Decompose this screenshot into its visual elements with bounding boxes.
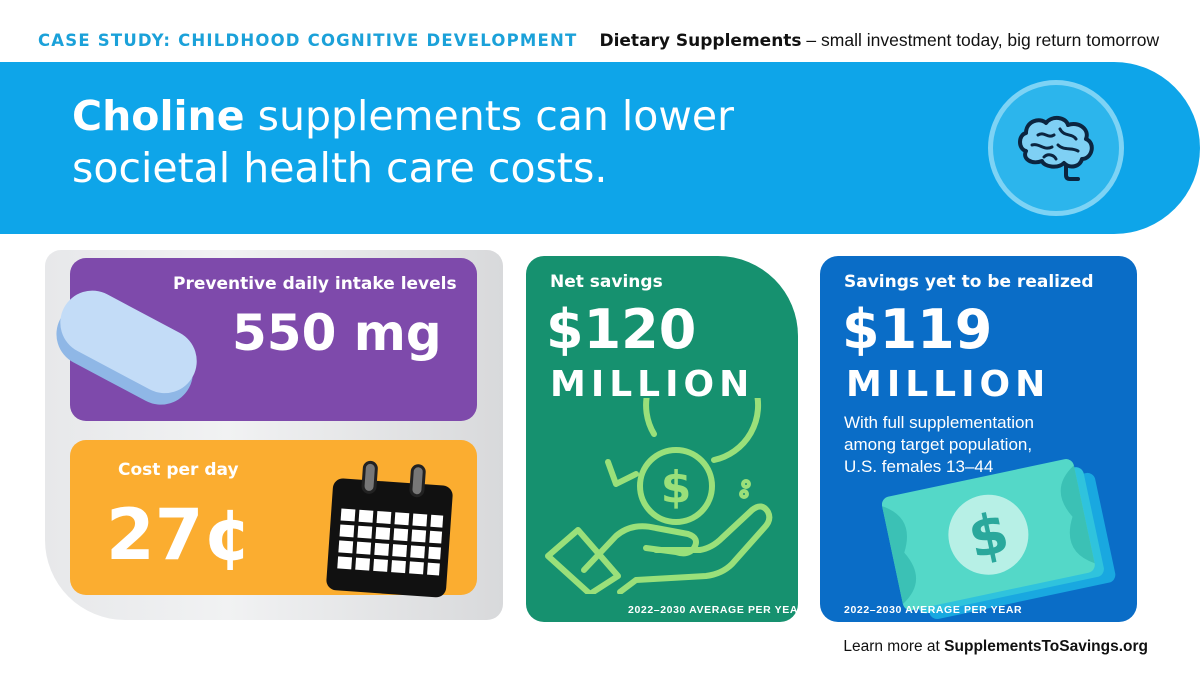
unrealized-unit: MILLION bbox=[846, 364, 1051, 405]
net-savings-card: Net savings $120 MILLION $ 2022–2030 AVE… bbox=[526, 256, 806, 622]
case-study-label: CASE STUDY: CHILDHOOD COGNITIVE DEVELOPM… bbox=[38, 31, 578, 50]
headline-line2: societal health care costs. bbox=[72, 144, 608, 192]
headline-line1: supplements can lower bbox=[244, 92, 734, 140]
unrealized-note-line1: With full supplementation bbox=[844, 413, 1034, 432]
header-row: CASE STUDY: CHILDHOOD COGNITIVE DEVELOPM… bbox=[38, 30, 1159, 56]
learn-more-link[interactable]: SupplementsToSavings.org bbox=[944, 638, 1148, 655]
net-savings-footnote: 2022–2030 AVERAGE PER YEAR bbox=[628, 604, 807, 616]
cost-label: Cost per day bbox=[118, 460, 239, 480]
hand-coin-icon: $ bbox=[545, 398, 773, 594]
tagline-rest: – small investment today, big return tom… bbox=[801, 30, 1160, 50]
svg-text:$: $ bbox=[661, 462, 692, 513]
headline-bold: Choline bbox=[72, 92, 245, 140]
intake-value: 550 mg bbox=[232, 304, 442, 362]
unrealized-footnote: 2022–2030 AVERAGE PER YEAR bbox=[844, 604, 1023, 616]
unrealized-note: With full supplementation among target p… bbox=[844, 412, 1034, 478]
tagline: Dietary Supplements – small investment t… bbox=[599, 30, 1159, 51]
unrealized-amount: $119 bbox=[842, 298, 993, 361]
tagline-bold: Dietary Supplements bbox=[599, 31, 802, 51]
brain-badge bbox=[988, 80, 1124, 216]
unrealized-note-line3: U.S. females 13–44 bbox=[844, 457, 994, 476]
calendar-icon bbox=[326, 460, 453, 598]
net-savings-unit: MILLION bbox=[550, 364, 755, 405]
net-savings-label: Net savings bbox=[550, 272, 663, 292]
headline: Choline supplements can lower societal h… bbox=[72, 90, 892, 194]
intake-label: Preventive daily intake levels bbox=[173, 274, 457, 294]
brain-icon bbox=[1018, 116, 1094, 181]
unrealized-note-line2: among target population, bbox=[844, 435, 1033, 454]
net-savings-amount: $120 bbox=[546, 298, 697, 361]
cost-value: 27¢ bbox=[106, 494, 253, 576]
learn-more: Learn more at SupplementsToSavings.org bbox=[843, 638, 1148, 656]
banknotes-icon: $ bbox=[882, 459, 1116, 620]
unrealized-savings-card: $ Savings yet to be realized $119 MILLIO… bbox=[820, 256, 1137, 622]
pill-icon bbox=[56, 290, 197, 405]
unrealized-label: Savings yet to be realized bbox=[844, 272, 1094, 292]
learn-more-prefix: Learn more at bbox=[843, 638, 945, 655]
